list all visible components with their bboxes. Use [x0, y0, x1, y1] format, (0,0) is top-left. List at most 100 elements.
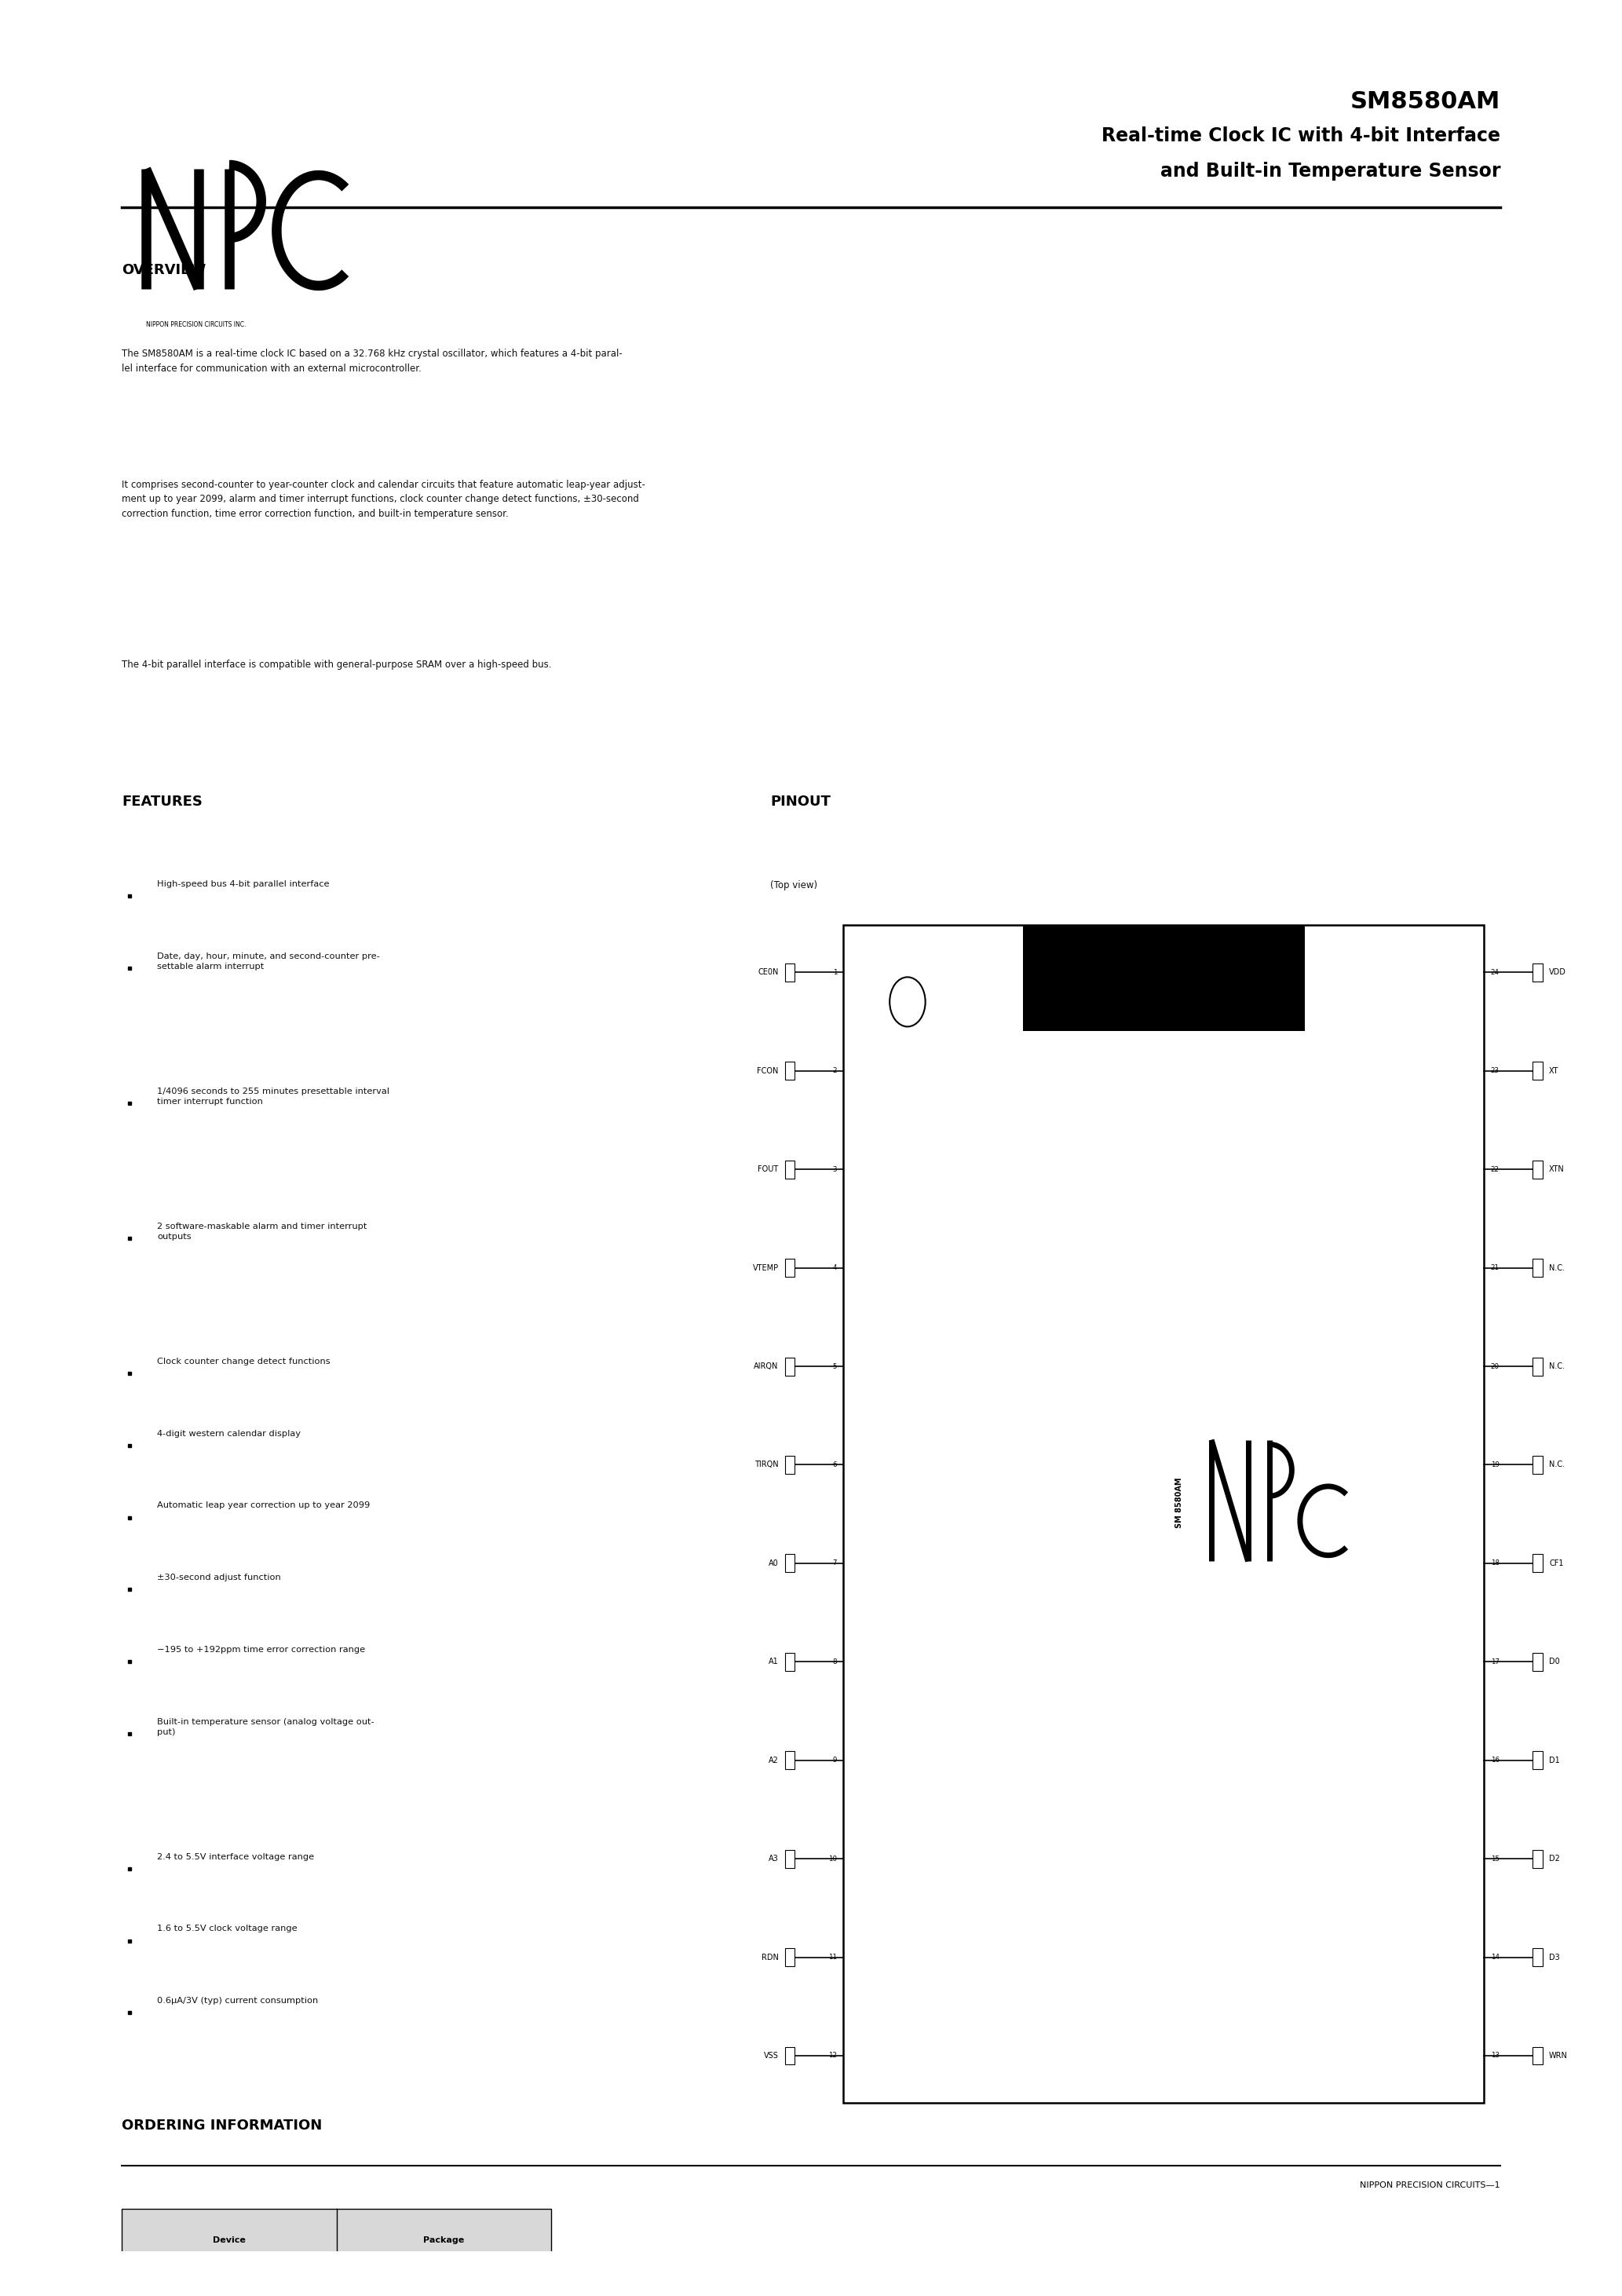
Text: Automatic leap year correction up to year 2099: Automatic leap year correction up to yea… — [157, 1502, 370, 1508]
Text: ORDERING INFORMATION: ORDERING INFORMATION — [122, 2119, 323, 2133]
Bar — [785, 2046, 795, 2064]
Bar — [1533, 1653, 1543, 1671]
Text: D3: D3 — [1549, 1954, 1560, 1961]
Bar — [1533, 1063, 1543, 1079]
Bar — [1533, 1949, 1543, 1965]
Text: 10: 10 — [829, 1855, 837, 1862]
Bar — [785, 1258, 795, 1277]
Text: 2: 2 — [832, 1068, 837, 1075]
Text: Built-in temperature sensor (analog voltage out-
put): Built-in temperature sensor (analog volt… — [157, 1717, 375, 1736]
Text: 8: 8 — [832, 1658, 837, 1665]
Text: 2 software-maskable alarm and timer interrupt
outputs: 2 software-maskable alarm and timer inte… — [157, 1221, 367, 1240]
Bar — [785, 964, 795, 980]
Text: AIRQN: AIRQN — [754, 1362, 779, 1371]
Text: WRN: WRN — [1549, 2053, 1568, 2060]
Bar — [1533, 1357, 1543, 1375]
Text: A2: A2 — [769, 1756, 779, 1763]
Text: 2.4 to 5.5V interface voltage range: 2.4 to 5.5V interface voltage range — [157, 1853, 315, 1860]
Text: 13: 13 — [1491, 2053, 1499, 2060]
Bar — [1533, 1752, 1543, 1770]
Text: 14: 14 — [1491, 1954, 1499, 1961]
Text: (Top view): (Top view) — [770, 879, 817, 891]
Text: Real-time Clock IC with 4-bit Interface: Real-time Clock IC with 4-bit Interface — [1101, 126, 1500, 145]
Text: 11: 11 — [829, 1954, 837, 1961]
Bar — [1533, 964, 1543, 980]
Text: VTEMP: VTEMP — [753, 1263, 779, 1272]
Text: 0.6μA/3V (typ) current consumption: 0.6μA/3V (typ) current consumption — [157, 1998, 318, 2004]
Text: 7: 7 — [832, 1559, 837, 1566]
Text: The 4-bit parallel interface is compatible with general-purpose SRAM over a high: The 4-bit parallel interface is compatib… — [122, 659, 551, 670]
Text: D1: D1 — [1549, 1756, 1560, 1763]
Text: Package: Package — [423, 2236, 464, 2243]
Text: Clock counter change detect functions: Clock counter change detect functions — [157, 1357, 331, 1366]
Text: 3: 3 — [832, 1166, 837, 1173]
Text: PINOUT: PINOUT — [770, 794, 830, 808]
Text: VDD: VDD — [1549, 969, 1567, 976]
Bar — [1533, 1554, 1543, 1573]
Text: 22: 22 — [1491, 1166, 1499, 1173]
Text: 9: 9 — [832, 1756, 837, 1763]
Bar — [1533, 2046, 1543, 2064]
Text: The SM8580AM is a real-time clock IC based on a 32.768 kHz crystal oscillator, w: The SM8580AM is a real-time clock IC bas… — [122, 349, 623, 374]
Text: N.C.: N.C. — [1549, 1263, 1565, 1272]
Text: FOUT: FOUT — [757, 1166, 779, 1173]
Text: NIPPON PRECISION CIRCUITS—1: NIPPON PRECISION CIRCUITS—1 — [1361, 2181, 1500, 2190]
Bar — [1533, 1159, 1543, 1178]
Text: A3: A3 — [769, 1855, 779, 1862]
Bar — [122, 2209, 551, 2271]
Text: 21: 21 — [1491, 1265, 1499, 1272]
Bar — [785, 1456, 795, 1474]
Text: 4-digit western calendar display: 4-digit western calendar display — [157, 1430, 302, 1437]
Text: SM 8580AM: SM 8580AM — [1174, 1479, 1182, 1529]
Text: It comprises second-counter to year-counter clock and calendar circuits that fea: It comprises second-counter to year-coun… — [122, 480, 646, 519]
Text: XT: XT — [1549, 1068, 1559, 1075]
Bar — [785, 1752, 795, 1770]
Text: VSS: VSS — [764, 2053, 779, 2060]
Text: CE0N: CE0N — [757, 969, 779, 976]
Text: 18: 18 — [1491, 1559, 1499, 1566]
Text: 24: 24 — [1491, 969, 1499, 976]
Bar — [122, 2271, 551, 2296]
Text: N.C.: N.C. — [1549, 1362, 1565, 1371]
Bar — [785, 1554, 795, 1573]
Bar — [785, 1949, 795, 1965]
Text: 12: 12 — [829, 2053, 837, 2060]
Bar — [785, 1851, 795, 1867]
Text: D2: D2 — [1549, 1855, 1560, 1862]
Text: OVERVIEW: OVERVIEW — [122, 264, 206, 278]
Text: High-speed bus 4-bit parallel interface: High-speed bus 4-bit parallel interface — [157, 879, 329, 889]
Text: 19: 19 — [1491, 1460, 1499, 1469]
Text: RDN: RDN — [761, 1954, 779, 1961]
Text: FEATURES: FEATURES — [122, 794, 203, 808]
Text: 15: 15 — [1491, 1855, 1499, 1862]
Text: TIRQN: TIRQN — [754, 1460, 779, 1469]
Text: D0: D0 — [1549, 1658, 1560, 1665]
Bar — [785, 1357, 795, 1375]
Text: Date, day, hour, minute, and second-counter pre-
settable alarm interrupt: Date, day, hour, minute, and second-coun… — [157, 953, 380, 971]
Text: N.C.: N.C. — [1549, 1460, 1565, 1469]
Bar — [1533, 1851, 1543, 1867]
Bar — [785, 1063, 795, 1079]
Text: −195 to +192ppm time error correction range: −195 to +192ppm time error correction ra… — [157, 1646, 365, 1653]
Text: 20: 20 — [1491, 1364, 1499, 1371]
Text: CF1: CF1 — [1549, 1559, 1564, 1568]
Text: 1.6 to 5.5V clock voltage range: 1.6 to 5.5V clock voltage range — [157, 1924, 297, 1933]
Text: 16: 16 — [1491, 1756, 1499, 1763]
Text: 1: 1 — [832, 969, 837, 976]
Text: ±30-second adjust function: ±30-second adjust function — [157, 1573, 281, 1582]
Bar — [785, 1159, 795, 1178]
Text: 6: 6 — [832, 1460, 837, 1469]
Text: 1/4096 seconds to 255 minutes presettable interval
timer interrupt function: 1/4096 seconds to 255 minutes presettabl… — [157, 1088, 389, 1107]
Text: 17: 17 — [1491, 1658, 1499, 1665]
Bar — [843, 925, 1484, 2103]
Text: and Built-in Temperature Sensor: and Built-in Temperature Sensor — [1160, 163, 1500, 181]
Text: A0: A0 — [769, 1559, 779, 1568]
Circle shape — [889, 978, 925, 1026]
Text: A1: A1 — [769, 1658, 779, 1665]
Text: 4: 4 — [832, 1265, 837, 1272]
Text: 23: 23 — [1491, 1068, 1499, 1075]
Bar — [1023, 925, 1304, 1031]
Text: XTN: XTN — [1549, 1166, 1565, 1173]
Bar — [1533, 1258, 1543, 1277]
Bar — [1533, 1456, 1543, 1474]
